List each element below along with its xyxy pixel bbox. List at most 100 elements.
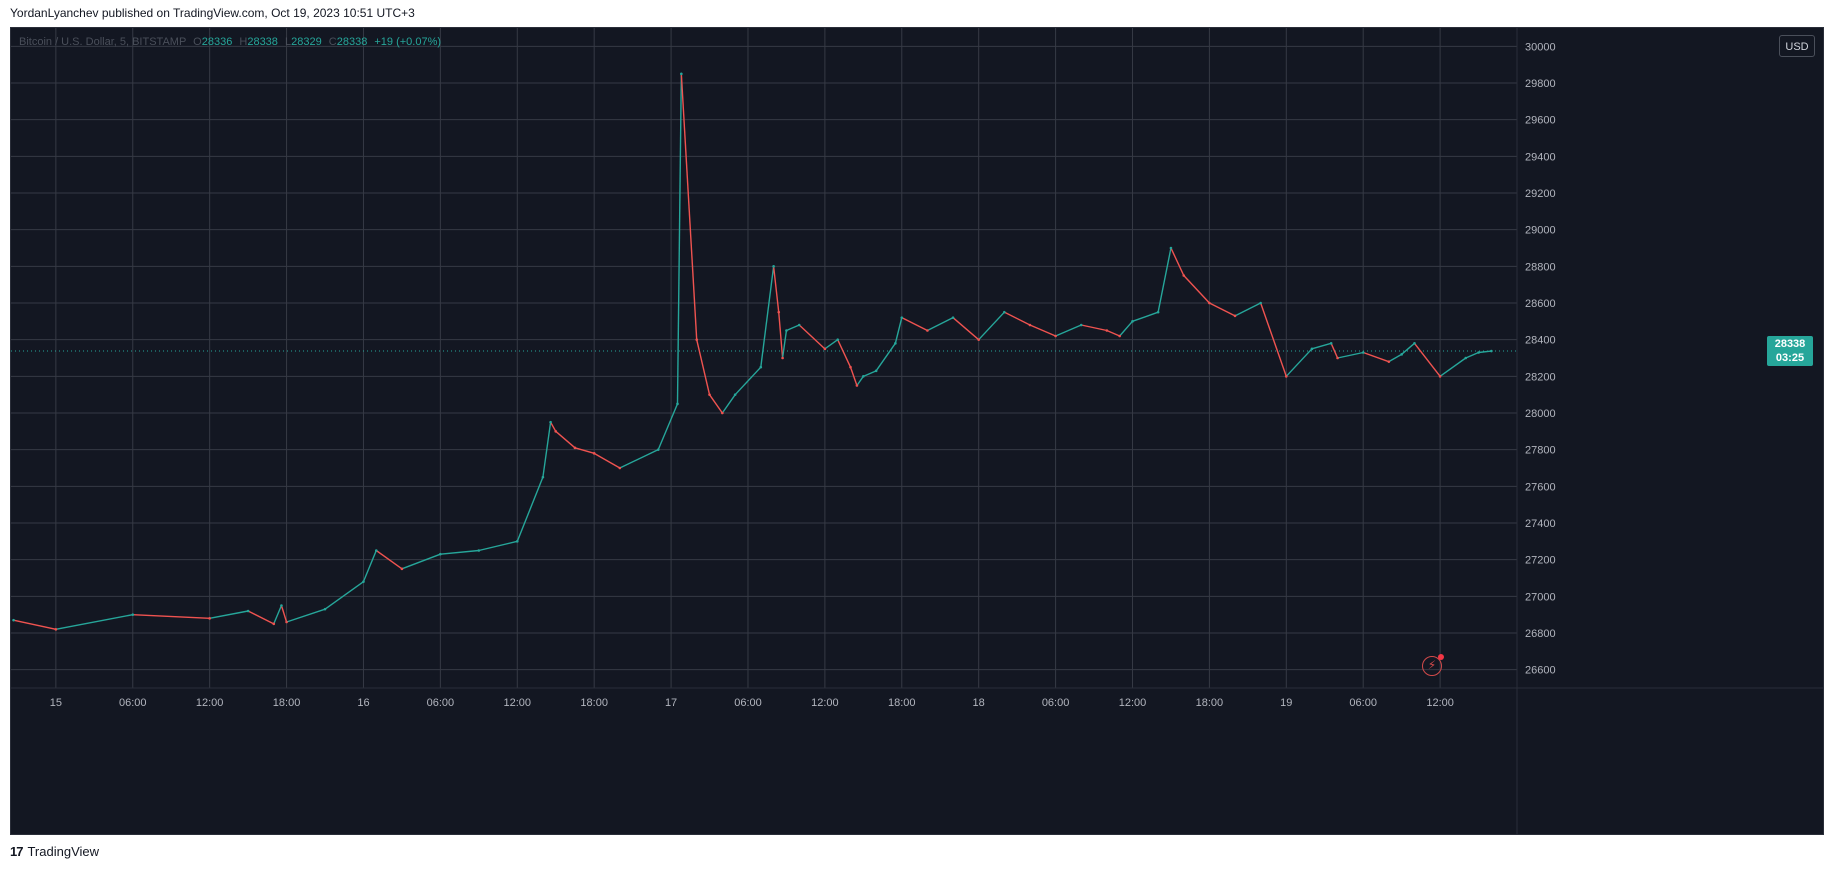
price-point <box>541 475 545 479</box>
price-point <box>797 323 801 327</box>
price-point <box>1336 356 1339 360</box>
price-segment <box>1285 348 1313 377</box>
price-point <box>900 316 904 319</box>
x-tick-label: 18:00 <box>888 697 916 709</box>
price-segment <box>362 550 377 582</box>
x-tick-label: 12:00 <box>1426 697 1454 709</box>
x-tick-label: 12:00 <box>1119 697 1147 709</box>
price-point <box>1438 375 1442 378</box>
symbol-legend: Bitcoin / U.S. Dollar, 5, BITSTAMP O2833… <box>19 36 441 48</box>
low-value: 28329 <box>291 36 322 48</box>
y-tick-label: 29200 <box>1525 188 1556 200</box>
change-value: +19 (+0.07%) <box>374 36 442 48</box>
price-point <box>592 452 596 455</box>
price-segment <box>55 613 133 631</box>
x-tick-label: 18:00 <box>580 697 608 709</box>
x-tick-label: 06:00 <box>1042 697 1070 709</box>
price-segment <box>734 366 762 396</box>
chart-panel[interactable]: 30000 29800 29600 29400 29200 29000 28800 28600… <box>10 27 1824 835</box>
x-tick-label: 18:00 <box>273 697 301 709</box>
price-point <box>12 618 15 622</box>
price-point <box>862 375 865 378</box>
x-tick-label: 06:00 <box>119 697 147 709</box>
price-segment <box>837 339 852 368</box>
price-point <box>708 393 711 396</box>
price-point <box>554 430 558 433</box>
price-point <box>1490 349 1493 353</box>
y-tick-label: 29000 <box>1525 225 1556 237</box>
y-tick-label: 28200 <box>1525 371 1556 383</box>
y-tick-label: 28400 <box>1525 335 1556 347</box>
price-point <box>477 549 481 552</box>
price-segment <box>1259 302 1287 377</box>
price-segment <box>1401 342 1415 355</box>
high-value: 28338 <box>247 36 278 48</box>
x-tick-label: 12:00 <box>811 697 839 709</box>
price-point <box>1156 310 1160 314</box>
price-segment <box>542 422 552 478</box>
price-segment <box>1132 311 1159 322</box>
price-segment <box>593 452 621 469</box>
price-point <box>1259 301 1262 305</box>
price-point <box>1118 334 1121 338</box>
price-segment <box>375 549 403 570</box>
price-point <box>656 448 660 451</box>
price-point <box>785 329 788 332</box>
x-tick-label: 18 <box>973 697 985 709</box>
price-segment <box>478 540 518 552</box>
price-segment <box>901 317 928 332</box>
price-segment <box>401 553 441 570</box>
open-value: 28336 <box>201 36 233 48</box>
price-segment <box>863 370 877 377</box>
price-chart[interactable]: 30000 29800 29600 29400 29200 29000 28800 28600… <box>11 28 1823 834</box>
price-point <box>849 365 852 369</box>
price-segment <box>1081 324 1108 332</box>
price-point <box>951 316 955 319</box>
price-segment <box>1330 343 1339 359</box>
price-point <box>400 567 404 571</box>
y-tick-label: 29800 <box>1525 78 1556 90</box>
price-segment <box>1234 302 1261 317</box>
price-point <box>977 338 980 341</box>
price-point <box>680 72 683 76</box>
price-segment <box>1106 329 1120 337</box>
x-tick-label: 06:00 <box>1349 697 1377 709</box>
x-tick-label: 12:00 <box>196 697 224 709</box>
high-label: H <box>239 36 248 48</box>
y-tick-label: 30000 <box>1525 41 1556 53</box>
price-point <box>926 329 929 332</box>
price-segment <box>786 324 800 332</box>
y-tick-label: 28600 <box>1525 298 1556 310</box>
price-point <box>1131 320 1134 323</box>
price-point <box>131 613 135 616</box>
price-segment <box>875 342 896 372</box>
price-segment <box>1478 350 1492 354</box>
currency-button[interactable]: USD <box>1779 35 1815 57</box>
price-segment <box>657 403 679 450</box>
lightning-icon[interactable]: ⚡ <box>1422 654 1444 676</box>
price-segment <box>952 317 980 341</box>
price-point <box>781 356 784 360</box>
price-point <box>54 628 58 631</box>
tradingview-logo[interactable]: 17 TradingView <box>10 844 99 859</box>
notification-dot <box>1438 654 1444 660</box>
price-segment <box>247 610 275 625</box>
price-segment <box>778 312 784 359</box>
price-segment <box>132 613 210 620</box>
price-point <box>721 411 724 415</box>
y-tick-label: 29400 <box>1525 151 1556 163</box>
price-point <box>777 310 781 314</box>
price-segment <box>13 619 57 631</box>
plot-background <box>11 28 1823 834</box>
price-segment <box>286 608 326 623</box>
price-segment <box>978 311 1005 341</box>
price-point <box>1464 356 1468 360</box>
y-tick-label: 27200 <box>1525 555 1556 567</box>
price-segment <box>209 610 249 620</box>
price-segment <box>1413 342 1441 377</box>
y-tick-label: 27600 <box>1525 481 1556 493</box>
price-segment <box>1029 324 1056 337</box>
x-tick-label: 15 <box>50 697 62 709</box>
price-point <box>1387 360 1391 363</box>
price-point <box>362 580 365 583</box>
